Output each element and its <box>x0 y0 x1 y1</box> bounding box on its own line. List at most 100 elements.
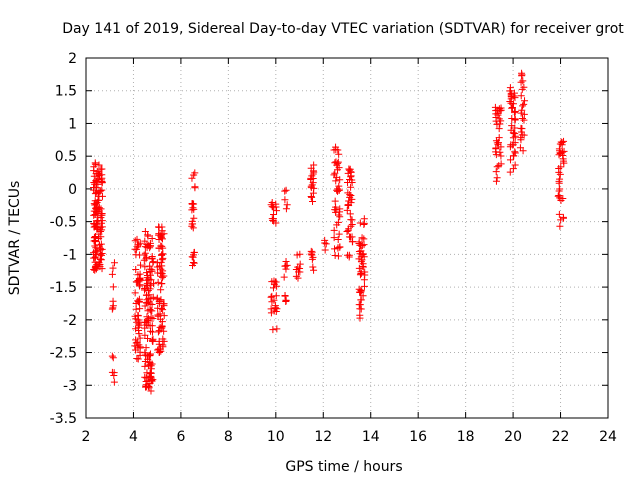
data-point <box>272 200 280 208</box>
data-point <box>148 253 156 261</box>
data-point <box>269 284 277 292</box>
data-point <box>91 254 99 262</box>
data-point <box>132 299 140 307</box>
data-point <box>334 158 342 166</box>
data-point <box>95 259 103 267</box>
data-point <box>155 337 163 345</box>
data-point <box>157 286 165 294</box>
data-point <box>331 206 339 214</box>
data-point <box>360 241 368 249</box>
data-point <box>344 227 352 235</box>
data-point <box>148 300 156 308</box>
data-point <box>511 161 519 169</box>
data-point <box>146 281 154 289</box>
data-point <box>145 373 153 381</box>
data-point <box>294 274 302 282</box>
data-point <box>347 168 355 176</box>
data-point <box>517 78 525 86</box>
data-points <box>90 69 568 395</box>
data-point <box>93 225 101 233</box>
data-point <box>147 365 155 373</box>
data-point <box>97 250 105 258</box>
data-point <box>346 191 354 199</box>
data-point <box>93 167 101 175</box>
data-point <box>506 168 514 176</box>
data-point <box>134 320 142 328</box>
gridlines <box>86 58 608 418</box>
x-tick-label: 12 <box>314 429 332 445</box>
data-point <box>309 167 317 175</box>
data-point <box>492 168 500 176</box>
data-point <box>282 297 290 305</box>
data-point <box>559 195 567 203</box>
y-tick-label: 0.5 <box>55 149 77 165</box>
data-point <box>348 179 356 187</box>
data-point <box>155 348 163 356</box>
data-point <box>332 143 340 151</box>
data-point <box>271 302 279 310</box>
data-point <box>159 254 167 262</box>
data-point <box>492 144 500 152</box>
data-point <box>160 230 168 238</box>
data-point <box>497 152 505 160</box>
data-point <box>141 302 149 310</box>
data-point <box>141 324 149 332</box>
data-point <box>518 125 526 133</box>
data-point <box>131 237 139 245</box>
data-point <box>149 337 157 345</box>
data-point <box>144 334 152 342</box>
data-point <box>281 187 289 195</box>
y-tick-label: -2.5 <box>50 346 77 362</box>
data-point <box>146 271 154 279</box>
data-point <box>309 253 317 261</box>
data-point <box>495 115 503 123</box>
data-point <box>330 234 338 242</box>
data-point <box>511 94 519 102</box>
data-point <box>147 369 155 377</box>
data-point <box>519 77 527 85</box>
data-point <box>280 273 288 281</box>
data-point <box>148 235 156 243</box>
data-point <box>493 139 501 147</box>
data-point <box>268 203 276 211</box>
data-point <box>322 240 330 248</box>
y-tick-label: 2 <box>68 51 77 67</box>
data-point <box>506 156 514 164</box>
data-point <box>91 232 99 240</box>
data-point <box>493 174 501 182</box>
data-point <box>94 189 102 197</box>
x-tick-label: 16 <box>409 429 427 445</box>
data-point <box>90 207 98 215</box>
data-point <box>109 354 117 362</box>
data-point <box>134 312 142 320</box>
data-point <box>347 183 355 191</box>
data-point <box>511 132 519 140</box>
data-point <box>517 128 525 136</box>
data-point <box>92 177 100 185</box>
data-point <box>556 194 564 202</box>
data-point <box>90 163 98 171</box>
x-tick-label: 8 <box>224 429 233 445</box>
y-tick-label: -2 <box>63 313 77 329</box>
data-point <box>292 272 300 280</box>
data-point <box>519 115 527 123</box>
data-point <box>519 147 527 155</box>
data-point <box>141 349 149 357</box>
x-tick-label: 18 <box>457 429 475 445</box>
data-point <box>146 244 154 252</box>
data-point <box>509 100 517 108</box>
data-point <box>557 163 565 171</box>
data-point <box>131 245 139 253</box>
data-point <box>188 222 196 230</box>
data-point <box>309 175 317 183</box>
data-point <box>356 271 364 279</box>
data-point <box>334 185 342 193</box>
data-point <box>190 248 198 256</box>
data-point <box>554 192 562 200</box>
data-point <box>142 321 150 329</box>
data-point <box>555 210 563 218</box>
data-point <box>141 249 149 257</box>
data-point <box>335 186 343 194</box>
data-point <box>158 280 166 288</box>
data-point <box>132 325 140 333</box>
